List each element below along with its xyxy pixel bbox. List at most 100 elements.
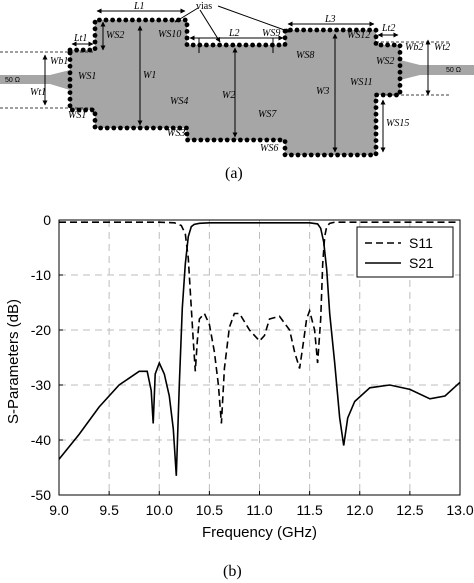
x-tick-label: 9.0 bbox=[49, 502, 69, 518]
via bbox=[163, 17, 168, 23]
via bbox=[256, 42, 262, 48]
via bbox=[251, 137, 256, 143]
via bbox=[257, 137, 263, 143]
via bbox=[92, 19, 98, 25]
via bbox=[182, 17, 188, 23]
via bbox=[217, 42, 223, 48]
via bbox=[74, 47, 79, 53]
label-L2: L2 bbox=[228, 28, 240, 39]
via bbox=[98, 125, 103, 131]
x-tick-label: 13.0 bbox=[446, 502, 473, 518]
via bbox=[184, 35, 190, 41]
label-L1: L1 bbox=[133, 1, 145, 12]
via bbox=[223, 42, 229, 48]
via bbox=[67, 63, 73, 69]
via bbox=[104, 125, 110, 131]
via bbox=[360, 27, 366, 33]
via bbox=[314, 27, 320, 33]
via bbox=[301, 27, 306, 33]
label-W1: W1 bbox=[143, 70, 156, 81]
via bbox=[397, 43, 403, 49]
via bbox=[315, 152, 321, 158]
via bbox=[67, 90, 73, 95]
feed-line-right bbox=[420, 65, 474, 75]
y-tick-label: -50 bbox=[31, 487, 51, 503]
via bbox=[397, 63, 403, 68]
via bbox=[397, 69, 403, 75]
label-Wt1: Wt1 bbox=[30, 87, 46, 98]
via bbox=[397, 56, 403, 62]
via bbox=[211, 137, 217, 143]
via bbox=[368, 152, 373, 158]
via bbox=[184, 131, 190, 137]
via bbox=[70, 107, 75, 113]
via bbox=[289, 152, 294, 158]
label-WS1b: WS1 bbox=[68, 110, 86, 121]
via bbox=[264, 137, 270, 143]
label-WS12: WS12 bbox=[347, 30, 370, 41]
via bbox=[184, 42, 190, 47]
via bbox=[92, 39, 98, 45]
label-WS10: WS10 bbox=[158, 29, 181, 40]
via bbox=[397, 50, 403, 55]
via bbox=[348, 152, 354, 158]
y-tick-label: 0 bbox=[43, 212, 51, 228]
via-row bbox=[67, 17, 403, 158]
via bbox=[92, 118, 98, 123]
label-W3: W3 bbox=[316, 86, 329, 97]
feed-line-left bbox=[0, 75, 50, 84]
via bbox=[243, 42, 249, 48]
via bbox=[111, 125, 117, 131]
caption-a: (a) bbox=[225, 165, 243, 182]
via bbox=[83, 107, 88, 113]
x-tick-label: 9.5 bbox=[99, 502, 119, 518]
via bbox=[231, 137, 237, 143]
via bbox=[103, 17, 109, 23]
y-tick-label: -20 bbox=[31, 322, 51, 338]
legend-label-s11: S11 bbox=[409, 235, 433, 251]
via bbox=[322, 152, 327, 158]
via bbox=[271, 137, 276, 143]
y-tick-label: -10 bbox=[31, 267, 51, 283]
via bbox=[184, 29, 190, 34]
via bbox=[130, 17, 135, 23]
via bbox=[387, 92, 393, 98]
via bbox=[276, 42, 282, 48]
label-Wt2: Wt2 bbox=[434, 42, 450, 53]
via bbox=[92, 111, 98, 117]
via bbox=[110, 17, 115, 23]
chart-grid bbox=[59, 220, 460, 495]
series-line-s21 bbox=[58, 222, 461, 476]
via bbox=[218, 137, 224, 143]
via bbox=[87, 47, 93, 53]
via bbox=[373, 105, 379, 110]
label-L3: L3 bbox=[324, 14, 336, 25]
label-WS8: WS8 bbox=[296, 50, 314, 61]
via bbox=[270, 42, 275, 48]
via bbox=[123, 17, 129, 23]
via bbox=[92, 26, 98, 32]
via bbox=[80, 47, 86, 53]
via bbox=[282, 139, 288, 145]
label-WS11: WS11 bbox=[350, 77, 373, 88]
via bbox=[198, 137, 204, 143]
y-tick-label: -30 bbox=[31, 377, 51, 393]
via bbox=[378, 42, 384, 48]
via bbox=[282, 152, 288, 158]
via bbox=[282, 42, 288, 47]
via bbox=[169, 17, 175, 23]
via bbox=[373, 118, 379, 124]
via bbox=[191, 137, 197, 143]
via bbox=[210, 42, 216, 48]
port-right-label: 50 Ω bbox=[446, 67, 461, 74]
label-WS15: WS15 bbox=[386, 118, 409, 129]
via bbox=[373, 98, 379, 104]
label-Wb1: Wb1 bbox=[50, 56, 68, 67]
label-W2: W2 bbox=[222, 90, 235, 101]
port-left-label: 50 Ω bbox=[5, 77, 20, 84]
via bbox=[151, 125, 156, 131]
label-WS9: WS9 bbox=[262, 28, 280, 39]
via bbox=[224, 137, 230, 143]
via bbox=[321, 27, 326, 33]
via bbox=[237, 42, 242, 48]
